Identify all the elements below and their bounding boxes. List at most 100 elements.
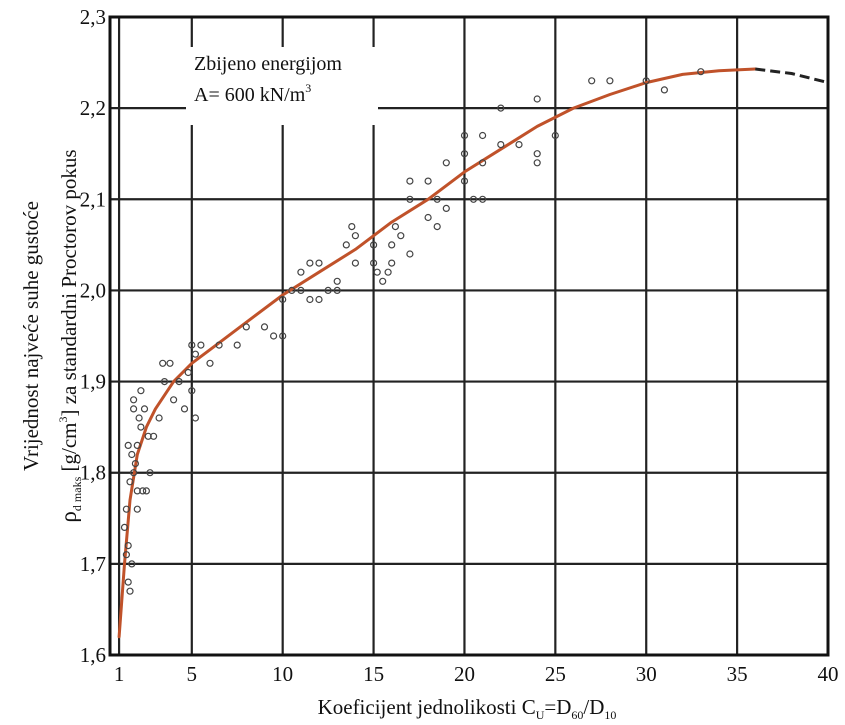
data-point (130, 405, 138, 413)
data-point (460, 150, 469, 158)
data-point (460, 177, 469, 185)
data-point (126, 587, 134, 595)
data-point (424, 177, 432, 185)
data-point (215, 341, 223, 349)
y-axis-title-line-2: ρd maks [g/cm3] za standardni Proctorov … (56, 149, 84, 522)
data-point (388, 241, 396, 249)
data-point (159, 359, 167, 367)
data-point (697, 68, 705, 76)
data-point (124, 578, 132, 586)
data-point (242, 323, 250, 331)
data-point (130, 396, 138, 404)
data-point (342, 241, 350, 249)
x-tick-labels: 1 5 10 15 20 25 30 35 40 (114, 662, 839, 686)
annotation-background (186, 47, 378, 125)
x-tick-label: 40 (818, 662, 839, 686)
data-point (384, 268, 392, 276)
data-point (188, 387, 196, 395)
data-point (297, 268, 305, 276)
data-point (197, 341, 205, 349)
x-axis-title-prefix: Koeficijent jednolikosti C (318, 695, 536, 719)
data-point (406, 195, 414, 203)
annotation-unit-superscript: 3 (305, 81, 311, 95)
data-point (133, 487, 141, 495)
y-tick-label: 2,2 (80, 96, 106, 120)
x-tick-label: 10 (272, 662, 293, 686)
data-points-layer (120, 68, 705, 595)
data-point (442, 204, 450, 212)
data-point (515, 141, 523, 149)
annotation-line-2-text: A= 600 kN/m (194, 84, 306, 106)
data-point (433, 195, 441, 203)
x-axis-title: Koeficijent jednolikosti CU=D60/D10 (318, 695, 617, 722)
data-point (233, 341, 241, 349)
data-point (479, 195, 487, 203)
fit-curve-extrapolated (755, 67, 829, 85)
y-tick-label: 1,9 (80, 370, 106, 394)
data-point (137, 423, 145, 431)
data-point (406, 250, 414, 258)
annotation-line-1: Zbijeno energijom (194, 53, 342, 75)
y-tick-label: 2,0 (80, 278, 106, 302)
data-point (166, 359, 174, 367)
data-point (131, 460, 139, 468)
data-point (150, 432, 158, 440)
data-point (130, 469, 138, 477)
data-point (642, 77, 650, 85)
data-point (533, 150, 541, 158)
data-point (191, 414, 199, 422)
data-point (533, 95, 541, 103)
y-tick-label: 1,8 (80, 461, 106, 485)
y-tick-label: 1,7 (80, 552, 106, 576)
data-point (406, 177, 414, 185)
data-point (139, 487, 147, 495)
y-tick-label: 2,3 (80, 5, 106, 29)
data-point (606, 77, 614, 85)
data-point (124, 541, 132, 550)
data-point (497, 141, 505, 149)
x-tick-label: 1 (114, 662, 125, 686)
data-point (155, 414, 163, 422)
data-point (469, 195, 478, 203)
data-point (120, 523, 129, 532)
x-axis-title-mid2: /D (583, 695, 604, 719)
data-point (135, 414, 143, 422)
data-point (297, 286, 305, 294)
data-point (433, 223, 441, 231)
data-point (175, 378, 183, 386)
data-point (206, 359, 214, 367)
data-point (373, 268, 381, 276)
data-point (424, 213, 432, 222)
data-point (479, 131, 487, 140)
data-point (333, 286, 341, 294)
x-tick-label: 5 (187, 662, 198, 686)
x-tick-label: 15 (363, 662, 384, 686)
data-point (126, 478, 134, 486)
data-point (279, 295, 287, 304)
data-point (379, 277, 387, 285)
y-axis-title-rest: ] za standardni Proctorov pokus (57, 149, 81, 416)
x-tick-label: 20 (454, 662, 475, 686)
data-point (160, 378, 169, 386)
data-point (124, 441, 132, 449)
y-tick-label: 1,6 (80, 643, 106, 667)
data-point (140, 405, 149, 413)
data-point (460, 131, 469, 140)
data-point (128, 450, 136, 459)
data-point (315, 259, 323, 267)
x-axis-title-sub-u: U (536, 708, 545, 722)
x-axis-title-sub-60: 60 (571, 708, 583, 722)
data-point (270, 332, 278, 340)
data-point (191, 350, 199, 358)
data-point (370, 259, 378, 267)
data-point (184, 368, 192, 377)
fit-curve (117, 67, 757, 639)
data-point (351, 232, 359, 240)
data-point (533, 159, 541, 167)
x-axis-title-mid: =D (544, 695, 571, 719)
data-point (279, 332, 287, 340)
data-point (133, 441, 141, 449)
data-point (351, 259, 359, 267)
